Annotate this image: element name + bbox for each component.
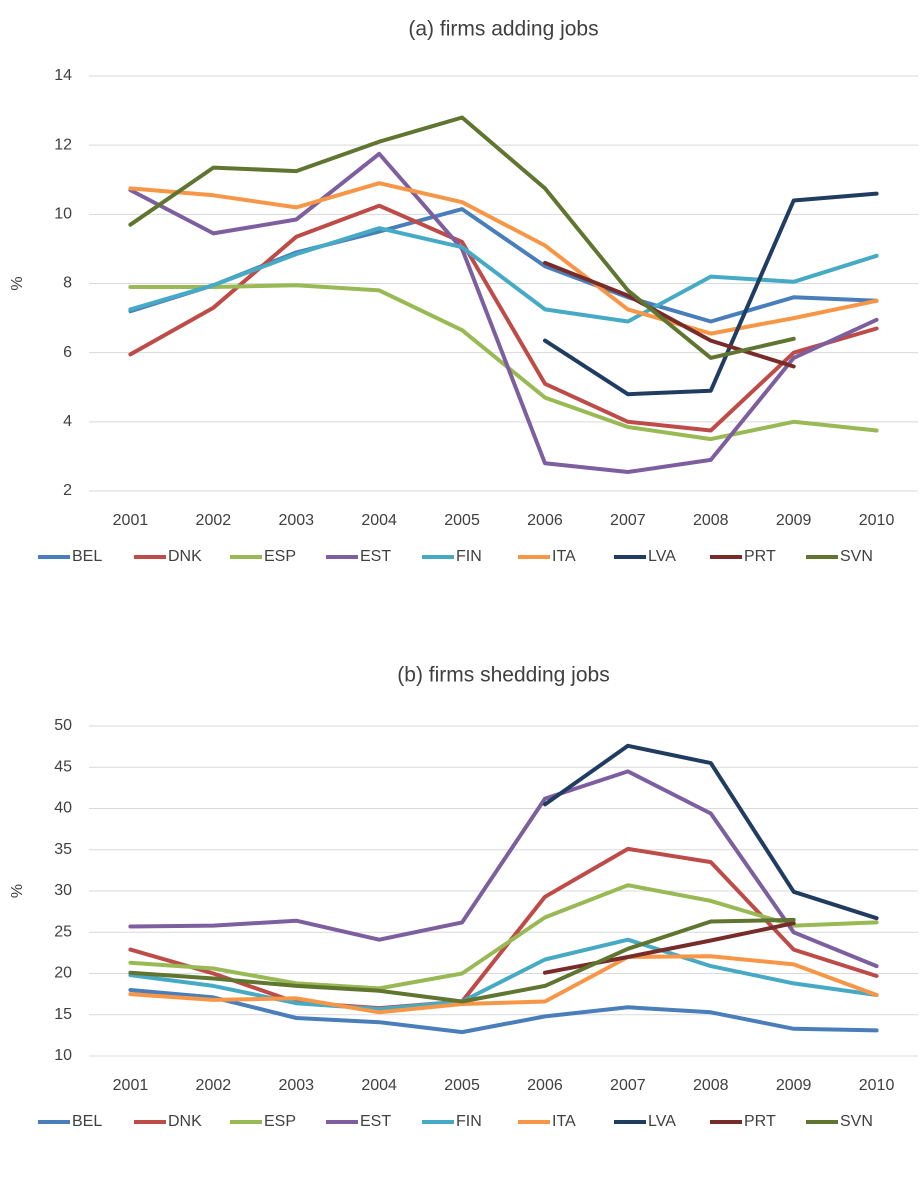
legend-label: FIN [456, 1113, 482, 1130]
series-line [128, 181, 879, 336]
y-tick-label: 2 [63, 482, 72, 499]
x-tick-label: 2003 [278, 512, 314, 529]
y-axis-label: % [9, 276, 26, 290]
legend-label: ITA [552, 548, 576, 565]
y-tick-label: 25 [54, 923, 72, 940]
legend-label: ITA [552, 1113, 576, 1130]
legend-label: PRT [744, 548, 776, 565]
legend-label: ESP [264, 548, 296, 565]
y-tick-label: 15 [54, 1006, 72, 1023]
x-tick-label: 2004 [361, 1077, 397, 1094]
x-tick-label: 2006 [527, 512, 563, 529]
series-line [128, 937, 879, 1011]
legend-label: EST [360, 548, 391, 565]
y-tick-label: 12 [54, 136, 72, 153]
series-line [543, 921, 796, 975]
y-tick-label: 4 [63, 413, 72, 430]
y-tick-label: 10 [54, 206, 72, 223]
x-tick-label: 2010 [859, 1077, 895, 1094]
y-tick-label: 30 [54, 882, 72, 899]
series-line [128, 769, 879, 969]
y-tick-label: 20 [54, 965, 72, 982]
series-line [128, 115, 796, 360]
x-tick-label: 2009 [776, 512, 812, 529]
x-tick-label: 2001 [113, 512, 149, 529]
x-tick-label: 2008 [693, 1077, 729, 1094]
series-line [543, 743, 879, 921]
y-tick-label: 8 [63, 275, 72, 292]
x-tick-label: 2007 [610, 512, 646, 529]
y-tick-label: 45 [54, 758, 72, 775]
x-tick-label: 2007 [610, 1077, 646, 1094]
legend-label: DNK [168, 1113, 202, 1130]
legend-label: FIN [456, 548, 482, 565]
series-line [128, 203, 879, 433]
series-line [128, 846, 879, 1011]
series-line [128, 226, 879, 324]
legend-label: SVN [840, 1113, 873, 1130]
chart-title: (a) firms adding jobs [408, 18, 598, 41]
y-axis-label: % [9, 884, 26, 898]
x-tick-label: 2009 [776, 1077, 812, 1094]
legend-label: ESP [264, 1113, 296, 1130]
y-tick-label: 6 [63, 344, 72, 361]
x-tick-label: 2002 [196, 1077, 232, 1094]
x-tick-label: 2004 [361, 512, 397, 529]
x-tick-label: 2001 [113, 1077, 149, 1094]
legend-label: DNK [168, 548, 202, 565]
x-tick-label: 2002 [196, 512, 232, 529]
legend-label: LVA [648, 1113, 676, 1130]
x-tick-label: 2010 [859, 512, 895, 529]
legend-label: EST [360, 1113, 391, 1130]
series-line [128, 954, 879, 1015]
x-tick-label: 2005 [444, 1077, 480, 1094]
y-tick-label: 35 [54, 841, 72, 858]
x-tick-label: 2005 [444, 512, 480, 529]
y-tick-label: 50 [54, 717, 72, 734]
x-tick-label: 2003 [278, 1077, 314, 1094]
series-line [128, 917, 796, 1004]
y-tick-label: 10 [54, 1047, 72, 1064]
x-tick-label: 2006 [527, 1077, 563, 1094]
series-line [128, 151, 879, 474]
series-line [543, 191, 879, 397]
x-tick-label: 2008 [693, 512, 729, 529]
legend-label: BEL [72, 548, 102, 565]
y-tick-label: 40 [54, 800, 72, 817]
legend-label: LVA [648, 548, 676, 565]
legend-label: BEL [72, 1113, 102, 1130]
series-line [543, 260, 796, 369]
series-line [128, 883, 879, 991]
legend-label: PRT [744, 1113, 776, 1130]
y-tick-label: 14 [54, 67, 72, 84]
series-line [128, 283, 879, 442]
series-line [128, 988, 879, 1035]
chart-title: (b) firms shedding jobs [397, 664, 609, 687]
legend-label: SVN [840, 548, 873, 565]
